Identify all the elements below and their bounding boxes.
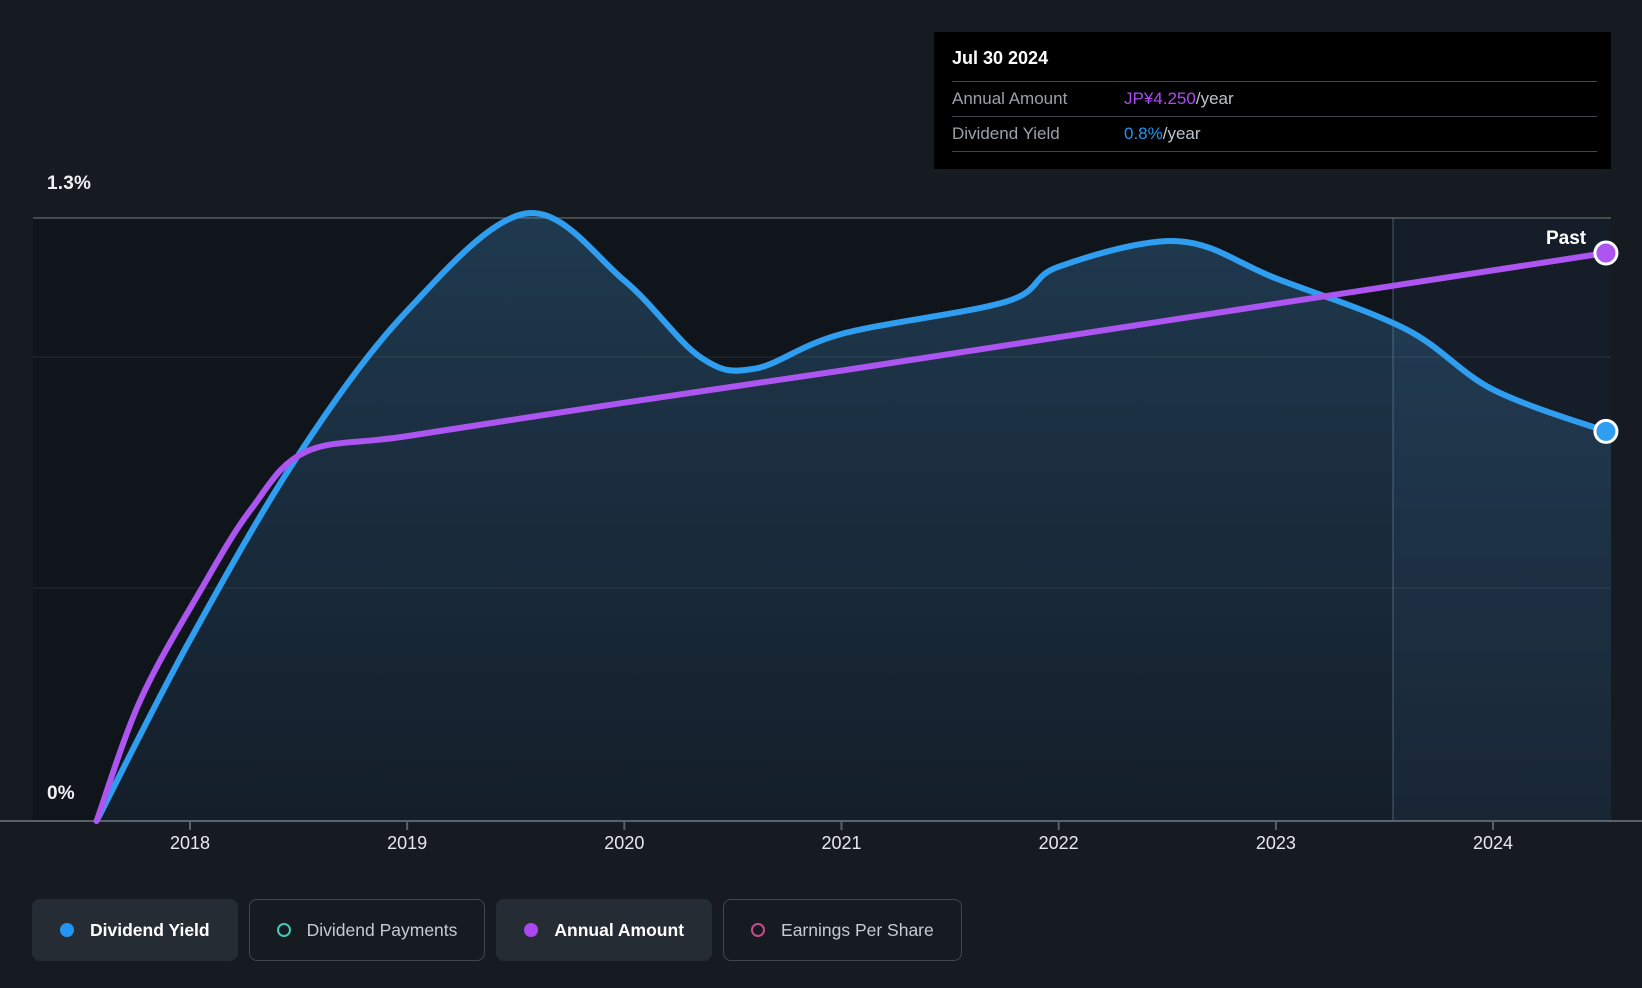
y-axis-label-max: 1.3% — [47, 173, 92, 194]
dividend-yield-dot-icon — [60, 923, 74, 937]
x-axis-label-2020: 2020 — [604, 833, 645, 853]
tooltip-label: Annual Amount — [952, 89, 1068, 108]
legend-label: Dividend Payments — [306, 919, 458, 940]
x-axis-label-2021: 2021 — [821, 833, 862, 853]
legend-chip-dividend-yield[interactable]: Dividend Yield — [32, 899, 238, 961]
tooltip-date: Jul 30 2024 — [952, 32, 1597, 82]
dividend-yield-endpoint-marker[interactable] — [1593, 418, 1619, 444]
dividend-payments-ring-icon — [276, 923, 291, 937]
tooltip-label: Dividend Yield — [952, 124, 1060, 143]
annual-amount-endpoint-marker[interactable] — [1593, 240, 1619, 266]
dividend-yield-area — [96, 213, 1612, 821]
legend-label: Annual Amount — [554, 919, 685, 940]
annual-amount-line[interactable] — [93, 250, 1609, 824]
past-annotation-label: Past — [1546, 228, 1587, 249]
legend-chip-earnings-per-share[interactable]: Earnings Per Share — [723, 899, 962, 961]
tooltip-value: JP¥4.250/year — [1124, 89, 1234, 108]
x-axis-label-2022: 2022 — [1038, 833, 1079, 853]
x-axis-label-2023: 2023 — [1255, 833, 1296, 853]
tooltip-row-annual-amount: Annual Amount JP¥4.250/year — [952, 82, 1597, 117]
tooltip-value: 0.8%/year — [1124, 124, 1201, 143]
legend-label: Dividend Yield — [90, 919, 210, 940]
chart-legend: Dividend Yield Dividend Payments Annual … — [32, 899, 962, 961]
x-axis-label-2019: 2019 — [387, 833, 428, 853]
y-axis-label-zero: 0% — [47, 783, 75, 804]
legend-chip-annual-amount[interactable]: Annual Amount — [496, 899, 713, 961]
annual-amount-dot-icon — [524, 923, 539, 937]
earnings-per-share-ring-icon — [751, 923, 766, 937]
tooltip-row-dividend-yield: Dividend Yield 0.8%/year — [952, 117, 1597, 152]
x-axis-label-2024: 2024 — [1472, 833, 1514, 853]
legend-label: Earnings Per Share — [781, 919, 934, 940]
legend-chip-dividend-payments[interactable]: Dividend Payments — [248, 899, 486, 961]
chart-tooltip: Jul 30 2024 Annual Amount JP¥4.250/year … — [934, 32, 1611, 169]
x-axis-label-2018: 2018 — [169, 833, 211, 853]
